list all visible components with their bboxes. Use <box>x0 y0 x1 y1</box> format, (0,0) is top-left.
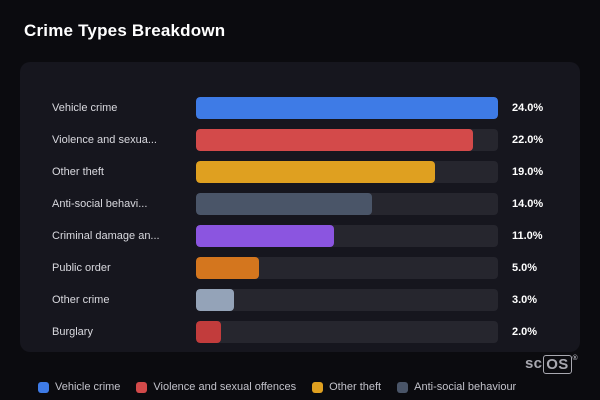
page-title: Crime Types Breakdown <box>24 21 226 40</box>
legend: Vehicle crime Violence and sexual offence… <box>38 381 590 393</box>
value-label: 5.0% <box>512 262 538 274</box>
value-label: 2.0% <box>512 326 538 338</box>
legend-item[interactable]: Other theft <box>312 381 381 393</box>
category-label: Other theft <box>52 166 104 178</box>
chart-card: Vehicle crime 24.0% Violence and sexua... 2… <box>20 62 580 352</box>
chart-row: Vehicle crime 24.0% <box>52 92 554 124</box>
legend-label: Other theft <box>329 381 382 393</box>
legend-swatch <box>38 381 49 393</box>
category-label: Violence and sexua... <box>52 134 157 146</box>
legend-label: Vehicle crime <box>55 381 121 393</box>
chart-row: Other crime 3.0% <box>52 284 554 316</box>
value-label: 22.0% <box>512 134 544 146</box>
bar-track <box>196 129 498 151</box>
bar[interactable] <box>196 257 259 279</box>
bar[interactable] <box>196 321 222 343</box>
legend-swatch <box>312 381 324 393</box>
category-label: Burglary <box>52 326 93 338</box>
watermark-logo: sc OS ® <box>524 355 578 375</box>
legend-item[interactable]: Anti-social behaviour <box>397 381 516 393</box>
chart-row: Burglary 2.0% <box>52 316 554 348</box>
watermark-prefix: sc <box>524 355 543 372</box>
value-label: 24.0% <box>512 102 544 114</box>
registered-mark-icon: ® <box>572 355 578 362</box>
chart-row: Anti-social behavi... 14.0% <box>52 188 554 220</box>
bar-track <box>196 225 498 247</box>
bar[interactable] <box>196 97 498 119</box>
bar-track <box>196 161 498 183</box>
bar[interactable] <box>196 161 436 183</box>
chart-row: Criminal damage an... 11.0% <box>52 220 554 252</box>
chart-row: Other theft 19.0% <box>52 156 554 188</box>
chart-row: Violence and sexua... 22.0% <box>52 124 554 156</box>
value-label: 19.0% <box>512 166 544 178</box>
legend-item[interactable]: Violence and sexual offences <box>136 381 296 393</box>
bar-track <box>196 289 498 311</box>
legend-label: Anti-social behaviour <box>414 381 517 393</box>
category-label: Other crime <box>52 294 110 306</box>
watermark-boxed-text: OS <box>543 355 572 375</box>
category-label: Criminal damage an... <box>52 230 160 242</box>
category-label: Anti-social behavi... <box>52 198 148 210</box>
legend-item[interactable]: Vehicle crime <box>38 381 120 393</box>
bar-track <box>196 257 498 279</box>
legend-swatch <box>136 381 148 393</box>
value-label: 14.0% <box>512 198 544 210</box>
chart-row: Public order 5.0% <box>52 252 554 284</box>
value-label: 11.0% <box>512 230 543 242</box>
bar[interactable] <box>196 129 473 151</box>
bar-chart: Vehicle crime 24.0% Violence and sexua... 2… <box>52 92 554 348</box>
bar[interactable] <box>196 289 234 311</box>
category-label: Vehicle crime <box>52 102 118 114</box>
bar[interactable] <box>196 193 373 215</box>
bar[interactable] <box>196 225 335 247</box>
value-label: 3.0% <box>512 294 538 306</box>
category-label: Public order <box>52 262 111 274</box>
legend-label: Violence and sexual offences <box>153 381 297 393</box>
legend-swatch <box>397 381 409 393</box>
bar-track <box>196 193 498 215</box>
bar-track <box>196 321 498 343</box>
bar-track <box>196 97 498 119</box>
